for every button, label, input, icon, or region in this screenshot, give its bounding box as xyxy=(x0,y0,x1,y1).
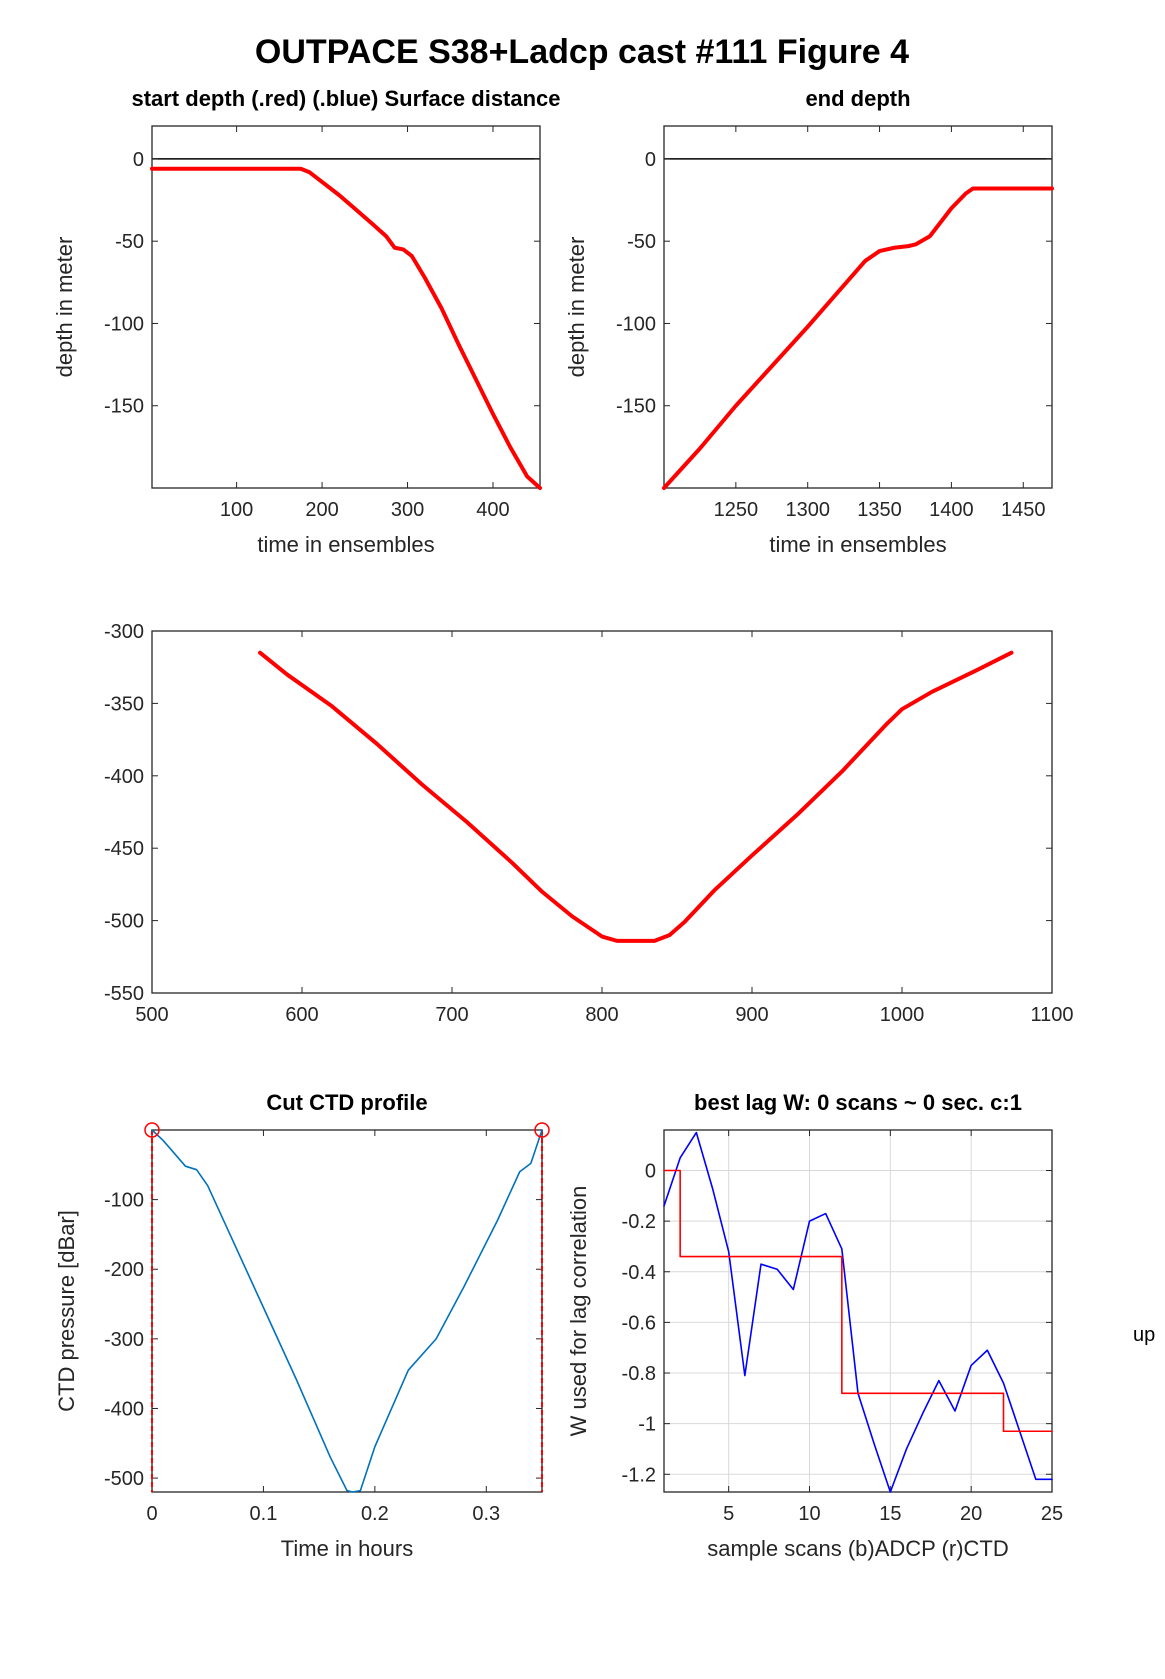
axes-ctd-profile: 0 0.1 0.2 0.3 -100 -200 -300 -400 -500 Cut CTD pr… xyxy=(54,1090,550,1561)
x-tick-label: 900 xyxy=(735,1004,768,1026)
y-tick-label: -0.2 xyxy=(622,1211,656,1233)
axes-mid-depth: 500 600 700 800 900 1000 1100 -300 -350 -400 -450 -… xyxy=(104,621,1074,1026)
x-axis-label: time in ensembles xyxy=(769,532,946,557)
x-tick-label: 25 xyxy=(1041,1503,1063,1525)
x-tick-label: 5 xyxy=(723,1503,734,1525)
axes-box xyxy=(151,125,541,489)
x-tick-label: 0 xyxy=(146,1503,157,1525)
x-tick-label: 700 xyxy=(435,1004,468,1026)
x-tick-label: 200 xyxy=(305,499,338,521)
y-axis-label: depth in meter xyxy=(52,237,77,378)
y-tick-label: -200 xyxy=(104,1259,144,1281)
y-tick-label: -350 xyxy=(104,693,144,715)
x-tick-label: 400 xyxy=(476,499,509,521)
series-line xyxy=(662,186,1054,490)
y-tick-label: 0 xyxy=(645,1161,656,1183)
y-tick-label: -400 xyxy=(104,1398,144,1420)
figure-title: OUTPACE S38+Ladcp cast #111 Figure 4 xyxy=(255,33,909,71)
x-tick-label: 0.1 xyxy=(250,1503,278,1525)
cut-marker xyxy=(144,1122,160,1138)
x-tick-label: 0.2 xyxy=(361,1503,389,1525)
y-tick-label: -400 xyxy=(104,766,144,788)
x-tick-label: 0.3 xyxy=(472,1503,500,1525)
x-axis-label: Time in hours xyxy=(281,1536,413,1561)
x-tick-label: 1300 xyxy=(785,499,830,521)
series-line xyxy=(151,1129,543,1493)
axes-box xyxy=(151,1129,543,1493)
axes-end-depth: 1250 1300 1350 1400 1450 0 -50 -100 -150 end dept… xyxy=(564,86,1054,557)
axes-box xyxy=(151,630,1053,994)
y-tick-label: 0 xyxy=(133,149,144,171)
x-tick-label: 600 xyxy=(285,1004,318,1026)
y-axis-label: depth in meter xyxy=(564,237,589,378)
y-tick-label: -550 xyxy=(104,983,144,1005)
axes-box xyxy=(663,1129,1053,1493)
y-tick-label: -300 xyxy=(104,621,144,643)
x-tick-label: 1250 xyxy=(714,499,759,521)
y-tick-label: -100 xyxy=(616,313,656,335)
y-tick-label: -150 xyxy=(104,396,144,418)
series-line xyxy=(258,650,1014,943)
x-tick-label: 1000 xyxy=(880,1004,925,1026)
panel-title: start depth (.red) (.blue) Surface dista… xyxy=(131,86,560,111)
y-axis-label: CTD pressure [dBar] xyxy=(54,1210,79,1412)
x-axis-label: sample scans (b)ADCP (r)CTD xyxy=(707,1536,1009,1561)
x-tick-label: 15 xyxy=(879,1503,901,1525)
y-tick-label: -500 xyxy=(104,1468,144,1490)
y-tick-label: -50 xyxy=(627,231,656,253)
x-tick-label: 300 xyxy=(391,499,424,521)
y-tick-label: -0.6 xyxy=(622,1312,656,1334)
y-tick-label: -1 xyxy=(638,1414,656,1436)
axes-box xyxy=(663,125,1053,489)
y-tick-label: -450 xyxy=(104,838,144,860)
panel-title: best lag W: 0 scans ~ 0 sec. c:1 xyxy=(694,1090,1022,1115)
y-tick-label: 0 xyxy=(645,149,656,171)
x-tick-label: 800 xyxy=(585,1004,618,1026)
x-tick-label: 1450 xyxy=(1001,499,1046,521)
x-tick-label: 1400 xyxy=(929,499,974,521)
x-tick-label: 1350 xyxy=(857,499,902,521)
x-axis-label: time in ensembles xyxy=(257,532,434,557)
panel-title: Cut CTD profile xyxy=(266,1090,427,1115)
y-axis-label: W used for lag correlation xyxy=(566,1186,591,1437)
x-tick-label: 1100 xyxy=(1030,1004,1073,1026)
y-tick-label: -300 xyxy=(104,1329,144,1351)
series-line xyxy=(150,166,542,490)
y-tick-label: -0.8 xyxy=(622,1363,656,1385)
cut-marker xyxy=(534,1122,550,1138)
axes-start-depth: 100 200 300 400 0 -50 -100 -150 start depth (.re… xyxy=(52,86,561,557)
y-tick-label: -100 xyxy=(104,1190,144,1212)
x-tick-label: 10 xyxy=(798,1503,820,1525)
y-tick-label: -50 xyxy=(115,231,144,253)
x-tick-label: 20 xyxy=(960,1503,982,1525)
panel-title: end depth xyxy=(805,86,910,111)
x-tick-label: 100 xyxy=(220,499,253,521)
x-tick-label: 500 xyxy=(135,1004,168,1026)
y-tick-label: -500 xyxy=(104,911,144,933)
y-tick-label: -1.2 xyxy=(622,1464,656,1486)
axes-lag-correlation: 5 10 15 20 25 0 -0.2 -0.4 -0.6 -0.8 -1 -1.2 best lag… xyxy=(566,1090,1063,1561)
series-line xyxy=(663,1169,1053,1433)
y-tick-label: -0.4 xyxy=(622,1262,656,1284)
series-line xyxy=(663,1131,1053,1493)
y-tick-label: -150 xyxy=(616,396,656,418)
y-tick-label: -100 xyxy=(104,313,144,335)
side-label: up xyxy=(1133,1324,1155,1346)
